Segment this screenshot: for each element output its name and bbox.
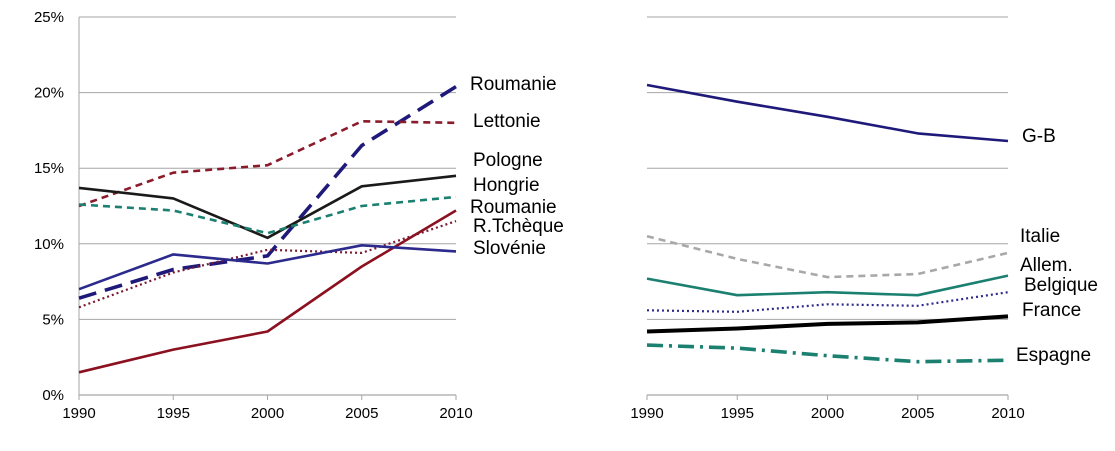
series-label-lettonie: Lettonie (473, 111, 541, 132)
series-line-belgique (646, 291, 1009, 313)
y-tick-label: 5% (42, 311, 64, 328)
series-line-slovenie (78, 244, 457, 291)
series-label-espagne: Espagne (1016, 345, 1091, 366)
series-line-hongrie (78, 195, 457, 235)
x-tick-label: 1990 (62, 405, 95, 422)
series-label-roumanie: Roumanie (470, 74, 557, 95)
series-label-france: France (1022, 300, 1081, 321)
x-tick-label: 2005 (345, 405, 378, 422)
series-label-italie: Italie (1020, 226, 1060, 247)
series-line-roumanie (78, 209, 457, 374)
series-label-belgique: Belgique (1024, 275, 1098, 296)
series-label-pologne: Pologne (473, 150, 543, 171)
x-tick-label: 1995 (157, 405, 190, 422)
series-label-hongrie: Hongrie (473, 175, 540, 196)
x-tick-label: 2010 (991, 405, 1024, 422)
series-label-r-tcheque: R.Tchèque (473, 216, 564, 237)
series-line-espagne (646, 343, 1009, 364)
y-tick-label: 0% (42, 387, 64, 404)
y-tick-label: 25% (34, 9, 64, 26)
x-tick-label: 1995 (721, 405, 754, 422)
left-chart: 1990 1995 2000 2005 2010 0% 5% 10% 15% 20% 25% Roum… (34, 9, 564, 422)
series-label-g-b: G-B (1022, 126, 1056, 147)
series-line-lettonie (78, 120, 457, 208)
x-tick-label: 2010 (439, 405, 472, 422)
series-label-roumanie: Roumanie (470, 197, 557, 218)
series-line-france (646, 314, 1009, 334)
x-tick-label: 2000 (811, 405, 844, 422)
y-tick-label: 15% (34, 160, 64, 177)
x-tick-label: 2000 (251, 405, 284, 422)
x-tick-label: 2005 (901, 405, 934, 422)
right-chart: 1990 1995 2000 2005 2010 G-B Italie Allem.Belgi… (630, 16, 1098, 422)
y-tick-label: 10% (34, 236, 64, 253)
series-line-pologne (78, 174, 457, 240)
x-tick-label: 1990 (630, 405, 663, 422)
series-line-roumanie (78, 85, 457, 300)
series-line-g-b (646, 83, 1009, 143)
series-line-allem (646, 274, 1009, 297)
y-tick-label: 20% (34, 85, 64, 102)
series-label-slovenie: Slovénie (473, 238, 546, 259)
series-line-italie (646, 234, 1009, 279)
series-label-allem: Allem. (1020, 255, 1073, 276)
